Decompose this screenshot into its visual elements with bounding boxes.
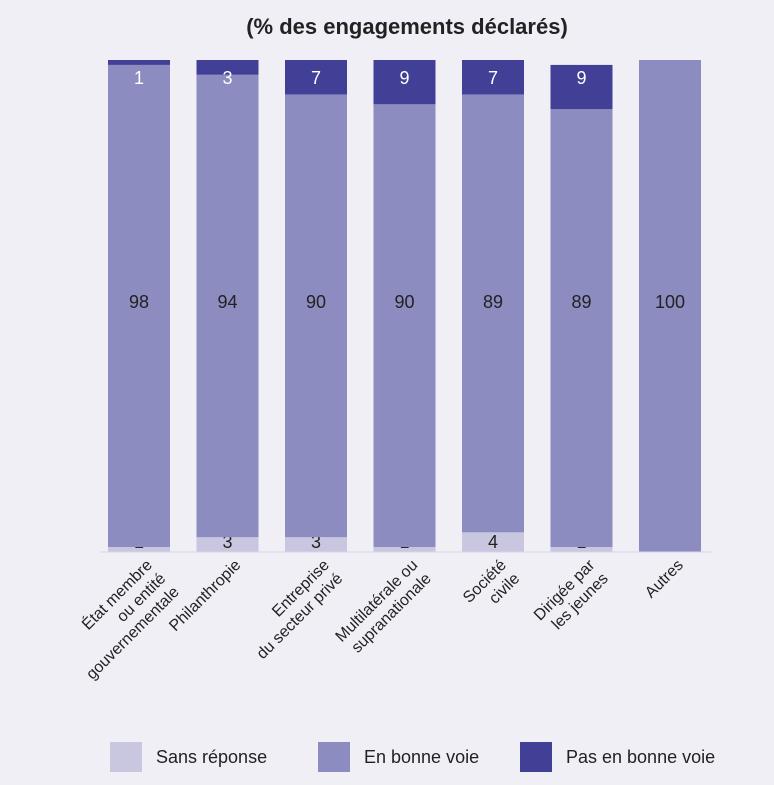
bars-group: 198139433907190948971899100: [108, 60, 701, 552]
bar-segment-sans-réponse: [196, 537, 259, 552]
data-label: 98: [129, 292, 149, 312]
data-label: 7: [311, 68, 321, 88]
bar-segment-en-bonne-voie: [108, 64, 170, 548]
bar-segment-sans-réponse: [108, 547, 170, 552]
bar-segment-sans-réponse: [550, 547, 613, 552]
bar-segment-sans-réponse: [285, 537, 347, 552]
data-label: 90: [306, 292, 326, 312]
bar-segment-en-bonne-voie: [550, 109, 613, 548]
data-label: 90: [394, 292, 414, 312]
bar-segment-en-bonne-voie: [373, 104, 436, 548]
bar-segment-pas-en-bonne-voie: [285, 60, 347, 95]
legend-label: En bonne voie: [364, 747, 479, 767]
legend-label: Sans réponse: [156, 747, 267, 767]
bar-segment-sans-réponse: [462, 532, 524, 552]
bar-segment-pas-en-bonne-voie: [373, 60, 436, 105]
bar-segment-en-bonne-voie: [462, 94, 524, 533]
data-label: 3: [222, 532, 232, 552]
bar-segment-en-bonne-voie: [285, 94, 347, 538]
bar-segment-pas-en-bonne-voie: [108, 60, 170, 65]
data-label: 9: [399, 68, 409, 88]
legend-swatch: [110, 742, 142, 772]
legend: Sans réponse En bonne voie Pas en bonne vo…: [110, 742, 715, 772]
data-label: 89: [483, 292, 503, 312]
chart-title: (% des engagements déclarés): [246, 14, 568, 39]
data-label: 94: [217, 292, 237, 312]
data-label: 89: [571, 292, 591, 312]
data-label: 4: [488, 532, 498, 552]
category-label-line: Autres: [642, 557, 687, 602]
bar-segment-sans-réponse: [373, 547, 436, 552]
data-label: 3: [222, 68, 232, 88]
data-label: 3: [311, 532, 321, 552]
bar-segment-pas-en-bonne-voie: [196, 60, 259, 75]
bar-segment-pas-en-bonne-voie: [550, 64, 613, 110]
bar-segment-pas-en-bonne-voie: [462, 60, 524, 95]
category-label: Autres: [642, 557, 687, 602]
data-label: 9: [576, 68, 586, 88]
legend-swatch: [520, 742, 552, 772]
data-label: 1: [134, 68, 144, 88]
data-label: 100: [655, 292, 685, 312]
legend-label: Pas en bonne voie: [566, 747, 715, 767]
bar-segment-en-bonne-voie: [196, 74, 259, 538]
legend-swatch: [318, 742, 350, 772]
bar-segment-en-bonne-voie: [639, 60, 701, 552]
data-label: 7: [488, 68, 498, 88]
